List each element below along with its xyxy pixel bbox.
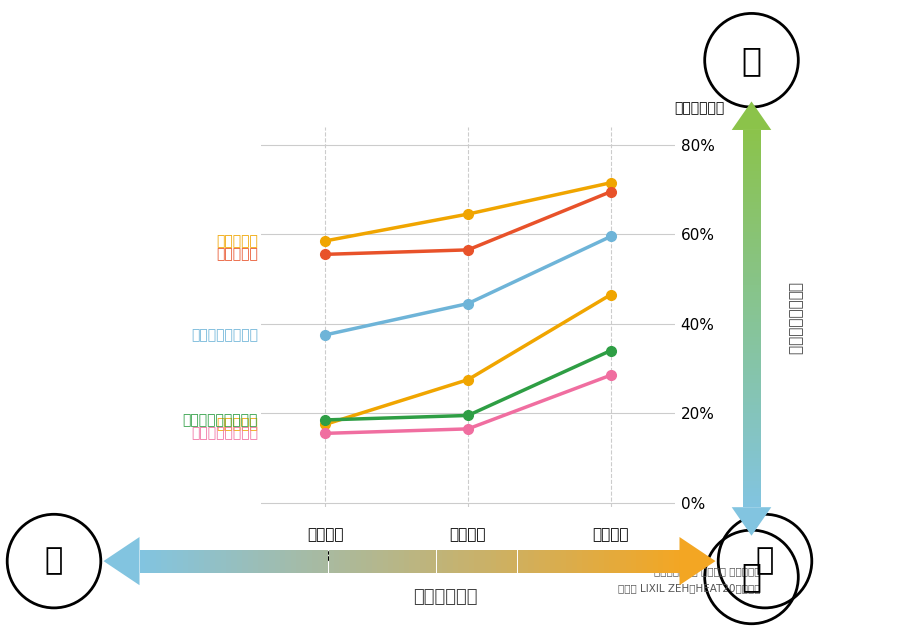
Text: グレード: グレード bbox=[307, 527, 344, 542]
Text: 3: 3 bbox=[320, 550, 330, 565]
Text: 高: 高 bbox=[756, 547, 774, 576]
Text: 4: 4 bbox=[464, 550, 472, 565]
Text: 気管支喂息: 気管支喂息 bbox=[216, 234, 258, 248]
Text: グレード: グレード bbox=[592, 527, 629, 542]
Text: アレルギー性鼻炎: アレルギー性鼻炎 bbox=[191, 426, 258, 441]
Text: 低: 低 bbox=[45, 547, 63, 576]
Text: グレード: グレード bbox=[450, 527, 486, 542]
Text: のどの痛み: のどの痛み bbox=[216, 247, 258, 261]
Text: 症状が改善した人: 症状が改善した人 bbox=[788, 282, 803, 355]
Text: 多: 多 bbox=[742, 44, 761, 77]
Text: アレルギー性皮膚炎: アレルギー性皮膚炎 bbox=[183, 413, 258, 427]
Text: 出典：近畸大学 建築学部 岩前研究室: 出典：近畸大学 建築学部 岩前研究室 bbox=[654, 566, 760, 576]
Text: 手足の冷え: 手足の冷え bbox=[216, 417, 258, 431]
Text: 少: 少 bbox=[742, 560, 761, 593]
Text: 住宅の断熱性: 住宅の断熱性 bbox=[413, 588, 478, 605]
Text: アトピー性皮膚炎: アトピー性皮膚炎 bbox=[191, 328, 258, 342]
Text: 5: 5 bbox=[606, 550, 616, 565]
Text: 改善率（％）: 改善率（％） bbox=[674, 101, 725, 115]
Text: 出典： LIXIL ZEH・HEAT20について: 出典： LIXIL ZEH・HEAT20について bbox=[618, 583, 760, 593]
